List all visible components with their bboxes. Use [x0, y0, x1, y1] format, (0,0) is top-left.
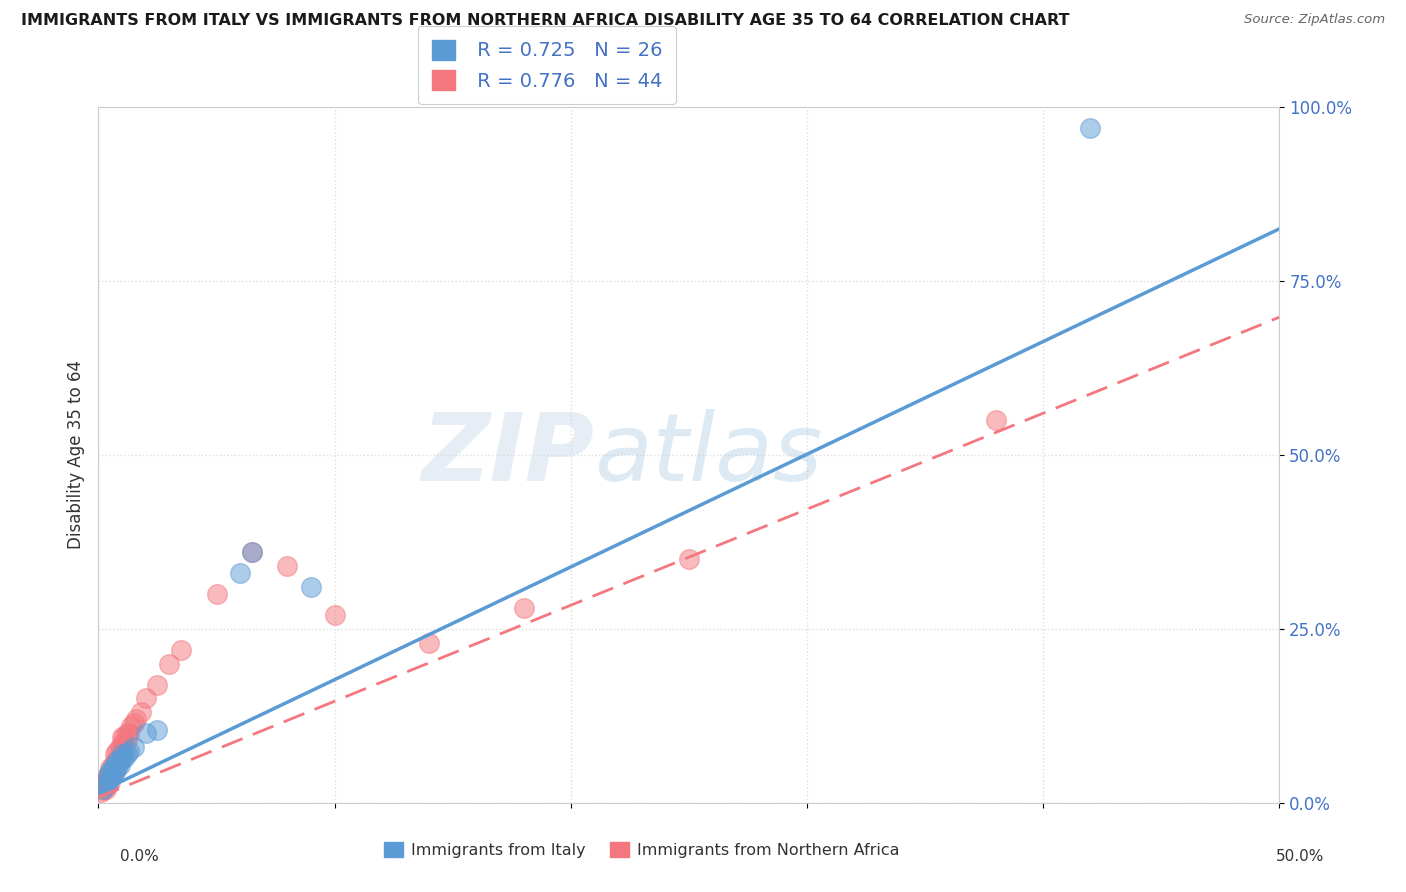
- Point: [97, 768, 120, 782]
- Point: [108, 754, 131, 768]
- Point: [118, 726, 141, 740]
- Point: [105, 754, 128, 768]
- Point: [118, 744, 141, 758]
- Point: [98, 764, 121, 779]
- Point: [418, 636, 440, 650]
- Point: [678, 552, 700, 566]
- Point: [91, 778, 114, 793]
- Point: [240, 545, 263, 559]
- Point: [104, 754, 127, 768]
- Text: Source: ZipAtlas.com: Source: ZipAtlas.com: [1244, 13, 1385, 27]
- Point: [105, 761, 128, 775]
- Point: [108, 740, 131, 755]
- Legend: Immigrants from Italy, Immigrants from Northern Africa: Immigrants from Italy, Immigrants from N…: [378, 836, 905, 864]
- Point: [101, 761, 124, 775]
- Point: [299, 580, 322, 594]
- Point: [101, 768, 124, 782]
- Point: [240, 545, 263, 559]
- Point: [105, 754, 128, 768]
- Point: [101, 757, 124, 772]
- Point: [129, 706, 152, 720]
- Text: 50.0%: 50.0%: [1277, 849, 1324, 863]
- Point: [94, 781, 117, 796]
- Point: [98, 768, 121, 782]
- Point: [111, 747, 134, 761]
- Point: [90, 785, 112, 799]
- Point: [98, 775, 121, 789]
- Y-axis label: Disability Age 35 to 64: Disability Age 35 to 64: [66, 360, 84, 549]
- Point: [112, 730, 135, 744]
- Point: [115, 726, 138, 740]
- Point: [108, 757, 131, 772]
- Point: [98, 772, 121, 786]
- Point: [122, 740, 145, 755]
- Point: [111, 750, 134, 764]
- Point: [104, 747, 127, 761]
- Point: [111, 730, 134, 744]
- Point: [94, 775, 117, 789]
- Point: [91, 783, 114, 797]
- Point: [97, 778, 120, 793]
- Point: [146, 723, 169, 737]
- Point: [121, 719, 143, 733]
- Point: [91, 781, 114, 796]
- Text: ZIP: ZIP: [422, 409, 595, 501]
- Point: [157, 657, 180, 671]
- Point: [122, 715, 145, 730]
- Point: [112, 740, 135, 755]
- Point: [111, 737, 134, 751]
- Point: [104, 764, 127, 779]
- Point: [1080, 120, 1102, 135]
- Point: [323, 607, 346, 622]
- Point: [115, 733, 138, 747]
- Point: [170, 642, 193, 657]
- Point: [276, 559, 298, 574]
- Point: [984, 413, 1007, 427]
- Text: IMMIGRANTS FROM ITALY VS IMMIGRANTS FROM NORTHERN AFRICA DISABILITY AGE 35 TO 64: IMMIGRANTS FROM ITALY VS IMMIGRANTS FROM…: [21, 13, 1070, 29]
- Point: [101, 768, 124, 782]
- Text: atlas: atlas: [595, 409, 823, 500]
- Point: [135, 726, 157, 740]
- Point: [512, 601, 534, 615]
- Point: [135, 691, 157, 706]
- Point: [97, 775, 120, 789]
- Point: [111, 747, 134, 761]
- Point: [115, 747, 138, 761]
- Point: [229, 566, 252, 581]
- Point: [104, 757, 127, 772]
- Point: [112, 750, 135, 764]
- Point: [108, 750, 131, 764]
- Point: [205, 587, 228, 601]
- Point: [146, 677, 169, 691]
- Point: [105, 744, 128, 758]
- Text: 0.0%: 0.0%: [120, 849, 159, 863]
- Point: [97, 772, 120, 786]
- Point: [97, 768, 120, 782]
- Point: [125, 712, 148, 726]
- Point: [104, 764, 127, 779]
- Point: [94, 778, 117, 793]
- Point: [98, 761, 121, 775]
